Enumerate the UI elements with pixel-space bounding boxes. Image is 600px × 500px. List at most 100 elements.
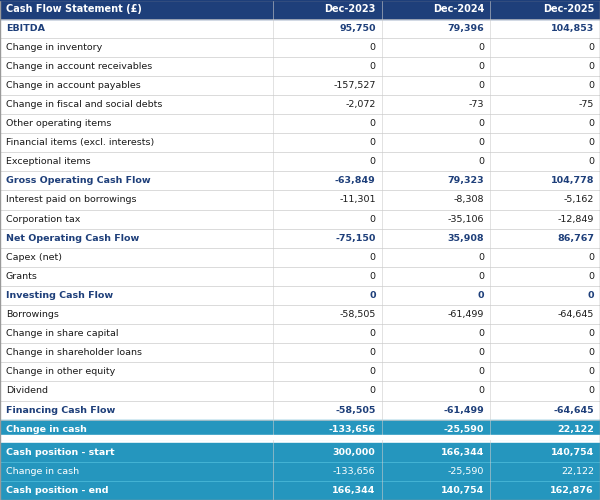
Bar — [0, 172, 600, 190]
Bar — [0, 400, 600, 419]
Text: 0: 0 — [369, 291, 376, 300]
Text: 0: 0 — [478, 368, 484, 376]
Bar — [0, 38, 600, 56]
Bar — [0, 133, 600, 152]
Text: 0: 0 — [370, 157, 376, 166]
Text: 0: 0 — [587, 291, 594, 300]
Text: -75,150: -75,150 — [335, 234, 376, 242]
Bar — [0, 152, 600, 172]
Bar — [0, 0, 273, 18]
Text: -5,162: -5,162 — [563, 196, 594, 204]
Text: 0: 0 — [370, 368, 376, 376]
Bar — [0, 343, 600, 362]
Text: 104,778: 104,778 — [551, 176, 594, 186]
Bar — [0, 76, 600, 95]
Text: 300,000: 300,000 — [333, 448, 376, 457]
Text: Cash position - end: Cash position - end — [6, 486, 109, 495]
Text: 104,853: 104,853 — [551, 24, 594, 32]
Text: Change in cash: Change in cash — [6, 424, 87, 434]
Bar — [0, 481, 600, 500]
Text: Change in share capital: Change in share capital — [6, 329, 119, 338]
Text: 162,876: 162,876 — [550, 486, 594, 495]
Text: 0: 0 — [588, 62, 594, 71]
Text: 0: 0 — [478, 81, 484, 90]
Text: 166,344: 166,344 — [441, 448, 484, 457]
Text: 0: 0 — [370, 329, 376, 338]
Text: -133,656: -133,656 — [333, 467, 376, 476]
Text: 0: 0 — [478, 386, 484, 396]
Bar — [0, 267, 600, 286]
Text: Financing Cash Flow: Financing Cash Flow — [6, 406, 115, 414]
Text: 0: 0 — [588, 81, 594, 90]
Text: -157,527: -157,527 — [333, 81, 376, 90]
Text: 0: 0 — [370, 62, 376, 71]
Text: 35,908: 35,908 — [448, 234, 484, 242]
Text: -8,308: -8,308 — [454, 196, 484, 204]
Text: Change in other equity: Change in other equity — [6, 368, 115, 376]
Text: 0: 0 — [478, 272, 484, 281]
Text: 0: 0 — [370, 348, 376, 357]
Text: 0: 0 — [370, 386, 376, 396]
Text: 0: 0 — [588, 329, 594, 338]
Text: Gross Operating Cash Flow: Gross Operating Cash Flow — [6, 176, 151, 186]
Text: 86,767: 86,767 — [557, 234, 594, 242]
Text: 0: 0 — [588, 368, 594, 376]
Bar — [0, 286, 600, 305]
Bar — [0, 210, 600, 229]
Text: Investing Cash Flow: Investing Cash Flow — [6, 291, 113, 300]
Text: Cash Flow Statement (£): Cash Flow Statement (£) — [6, 4, 142, 14]
Bar — [273, 0, 382, 18]
Text: -58,505: -58,505 — [339, 310, 376, 319]
Text: 0: 0 — [370, 119, 376, 128]
Text: 0: 0 — [478, 253, 484, 262]
Text: 0: 0 — [588, 119, 594, 128]
Bar — [0, 324, 600, 343]
Text: -2,072: -2,072 — [345, 100, 376, 109]
Text: -73: -73 — [469, 100, 484, 109]
Text: Dividend: Dividend — [6, 386, 48, 396]
Text: 0: 0 — [478, 62, 484, 71]
Text: Exceptional items: Exceptional items — [6, 157, 91, 166]
Text: Change in cash: Change in cash — [6, 467, 79, 476]
Text: 0: 0 — [370, 214, 376, 224]
Bar — [0, 228, 600, 248]
Text: 0: 0 — [370, 138, 376, 147]
Text: EBITDA: EBITDA — [6, 24, 45, 32]
Text: -63,849: -63,849 — [335, 176, 376, 186]
Text: 166,344: 166,344 — [332, 486, 376, 495]
Text: 140,754: 140,754 — [551, 448, 594, 457]
Bar — [0, 462, 600, 481]
Bar — [0, 420, 600, 438]
Text: -64,645: -64,645 — [553, 406, 594, 414]
Text: -61,499: -61,499 — [448, 310, 484, 319]
Bar — [0, 95, 600, 114]
Bar — [0, 114, 600, 133]
Text: -25,590: -25,590 — [448, 467, 484, 476]
Text: 0: 0 — [588, 138, 594, 147]
Text: Financial items (excl. interests): Financial items (excl. interests) — [6, 138, 154, 147]
Text: 0: 0 — [588, 42, 594, 51]
Bar — [0, 56, 600, 76]
Text: -75: -75 — [578, 100, 594, 109]
Text: 0: 0 — [478, 119, 484, 128]
Text: -61,499: -61,499 — [443, 406, 484, 414]
Text: 79,323: 79,323 — [448, 176, 484, 186]
Bar — [0, 248, 600, 267]
Text: Dec-2023: Dec-2023 — [324, 4, 376, 14]
Text: 140,754: 140,754 — [441, 486, 484, 495]
Text: Net Operating Cash Flow: Net Operating Cash Flow — [6, 234, 139, 242]
Text: 22,122: 22,122 — [557, 424, 594, 434]
Bar — [0, 190, 600, 210]
Text: Change in fiscal and social debts: Change in fiscal and social debts — [6, 100, 163, 109]
Text: -64,645: -64,645 — [557, 310, 594, 319]
Bar — [0, 434, 600, 438]
Text: 0: 0 — [588, 386, 594, 396]
Text: Other operating items: Other operating items — [6, 119, 112, 128]
Text: Change in account payables: Change in account payables — [6, 81, 141, 90]
Bar — [0, 18, 600, 38]
Bar — [0, 362, 600, 382]
Text: 79,396: 79,396 — [448, 24, 484, 32]
Text: 0: 0 — [478, 291, 484, 300]
Bar — [0, 382, 600, 400]
Bar — [490, 0, 600, 18]
